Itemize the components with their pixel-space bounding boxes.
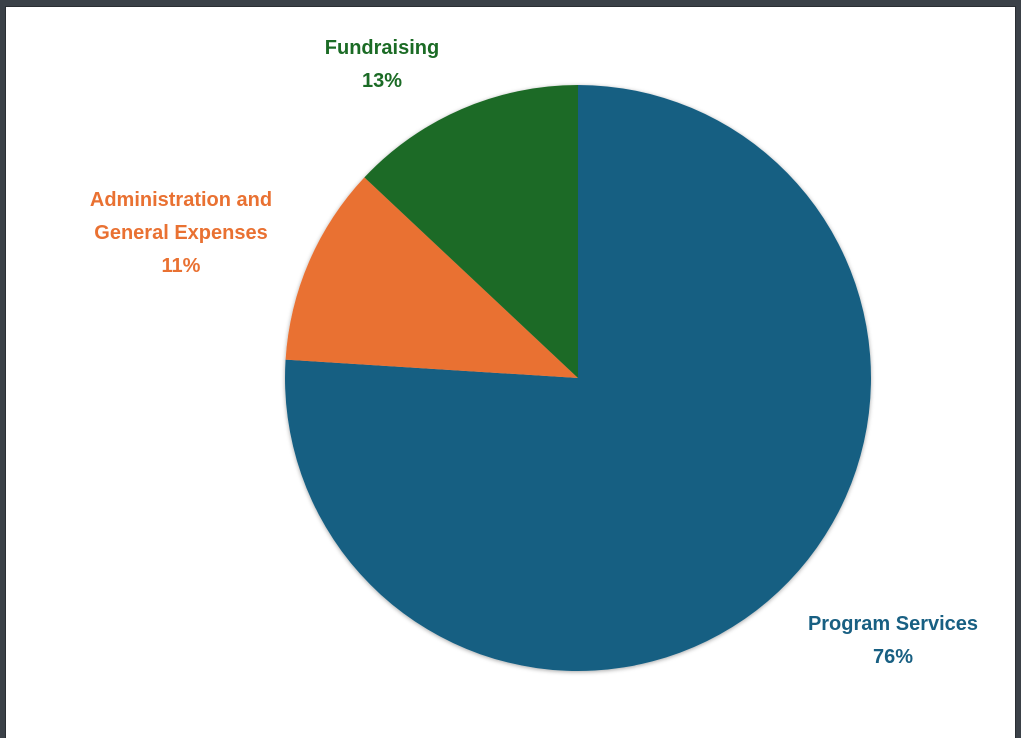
pie-slice-program-services [285, 85, 872, 672]
pie-slices [285, 85, 872, 672]
data-label-program-services: Program Services 76% [808, 613, 978, 668]
data-label-administration-and-general-expenses: Administration and General Expenses 11% [90, 189, 272, 277]
pie-slice-fundraising [364, 85, 578, 378]
pie-slice-administration-and-general-expenses [285, 177, 578, 378]
data-label-fundraising: Fundraising 13% [325, 37, 439, 92]
pie-data-labels: Program Services 76% Administration and Gen… [90, 37, 978, 668]
